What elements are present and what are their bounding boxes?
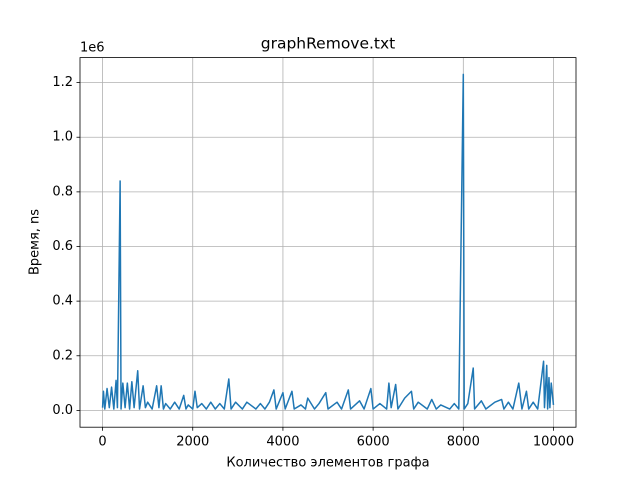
chart-title: graphRemove.txt	[261, 35, 396, 53]
x-tick-label: 2000	[176, 435, 209, 450]
data-line	[101, 73, 555, 410]
y-tick-label: 1.0	[52, 130, 73, 145]
y-tick-label: 0.6	[52, 239, 73, 254]
y-tick-label: 0.4	[52, 294, 73, 309]
y-tick-label: 0.2	[52, 348, 73, 363]
y-axis-label: Время, ns	[28, 209, 43, 275]
x-tick-label: 6000	[357, 435, 390, 450]
x-tick-label: 4000	[266, 435, 299, 450]
x-axis-label: Количество элементов графа	[226, 456, 429, 471]
plot-frame	[79, 57, 577, 428]
y-tick-label: 0.8	[52, 184, 73, 199]
y-tick-label: 0.0	[52, 403, 73, 418]
x-tick-label: 8000	[447, 435, 480, 450]
y-tick-label: 1.2	[52, 75, 73, 90]
y-offset-label: 1e6	[80, 41, 105, 56]
x-tick-label: 10000	[533, 435, 574, 450]
x-tick-label: 0	[98, 435, 106, 450]
